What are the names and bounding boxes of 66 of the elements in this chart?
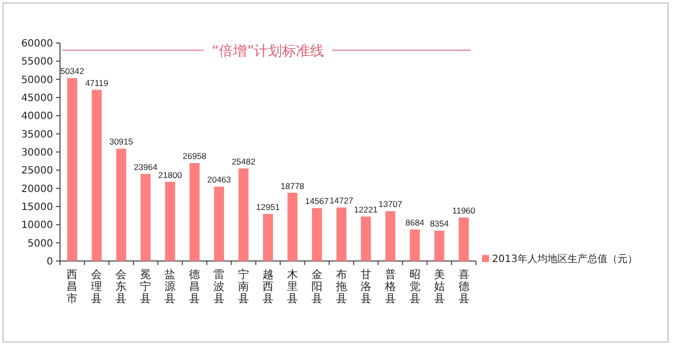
bar xyxy=(92,90,102,261)
bar xyxy=(67,78,78,261)
x-tick-label: 喜德县 xyxy=(458,268,470,305)
y-tick-label: 60000 xyxy=(21,38,53,50)
bar xyxy=(190,163,200,261)
x-tick-label: 雷波县 xyxy=(214,268,225,305)
data-label: 23964 xyxy=(134,162,158,172)
y-tick-label: 30000 xyxy=(21,148,53,158)
x-tick-label: 冕宁县 xyxy=(140,268,152,305)
data-label: 25482 xyxy=(232,156,256,166)
x-tick-label: 美姑县 xyxy=(434,268,445,305)
bar xyxy=(385,211,396,261)
y-tick-label: 20000 xyxy=(21,184,53,195)
y-tick-label: 25000 xyxy=(21,166,53,177)
y-tick-label: 45000 xyxy=(21,93,53,104)
y-tick-label: 15000 xyxy=(21,202,53,213)
data-label: 18778 xyxy=(280,180,305,191)
x-tick-label: 西昌市 xyxy=(66,268,78,305)
x-tick-label: 宁南县 xyxy=(238,268,250,305)
data-label: 13707 xyxy=(378,199,402,210)
bar xyxy=(410,229,420,261)
data-label: 12221 xyxy=(354,204,378,215)
data-label: 50342 xyxy=(60,66,84,76)
x-tick-label: 布拖县 xyxy=(334,268,347,305)
bar xyxy=(434,230,444,261)
data-label: 20463 xyxy=(207,174,232,185)
bar xyxy=(360,216,371,261)
y-tick-label: 40000 xyxy=(21,111,53,122)
y-tick-label: 55000 xyxy=(21,56,53,68)
bar xyxy=(263,214,273,261)
x-tick-label: 会东县 xyxy=(116,268,127,305)
data-label: 26958 xyxy=(182,151,207,162)
x-tick-label: 会理县 xyxy=(91,268,102,305)
y-tick-label: 5000 xyxy=(28,238,53,250)
x-tick-label: 木里县 xyxy=(286,268,298,305)
y-tick-label: 10000 xyxy=(21,220,53,232)
x-tick-label: 甘洛县 xyxy=(360,268,372,305)
y-tick-label: 50000 xyxy=(21,74,53,86)
y-tick-label: 35000 xyxy=(21,129,53,140)
bar xyxy=(312,208,322,261)
data-label: 14567 xyxy=(305,196,330,206)
data-label: 21800 xyxy=(158,170,182,180)
x-tick-label: 盐源县 xyxy=(164,268,176,305)
bar xyxy=(165,182,176,261)
data-label: 30915 xyxy=(109,136,134,147)
x-tick-label: 德昌县 xyxy=(189,268,200,305)
data-label: 47119 xyxy=(85,78,108,88)
data-label: 11960 xyxy=(452,206,476,216)
ref-line-label: “倍增”计划标准线 xyxy=(212,43,324,60)
x-tick-label: 昭觉县 xyxy=(409,268,420,305)
x-tick-label: 越西县 xyxy=(262,268,274,305)
x-tick-label: 金阳县 xyxy=(311,268,322,305)
bar xyxy=(287,192,298,261)
bar xyxy=(214,186,224,261)
bar xyxy=(116,148,126,261)
data-label: 8684 xyxy=(405,217,425,228)
bar xyxy=(336,207,346,261)
x-tick-label: 普格县 xyxy=(384,268,396,305)
bar xyxy=(238,168,249,261)
data-label: 12951 xyxy=(256,202,280,212)
data-label: 8354 xyxy=(430,218,450,229)
y-tick-label: 0 xyxy=(46,256,53,268)
bar xyxy=(140,174,151,261)
bar xyxy=(458,218,469,261)
data-label: 14727 xyxy=(330,195,354,206)
legend-label: 2013年人均地区生产总值（元） xyxy=(492,253,638,265)
